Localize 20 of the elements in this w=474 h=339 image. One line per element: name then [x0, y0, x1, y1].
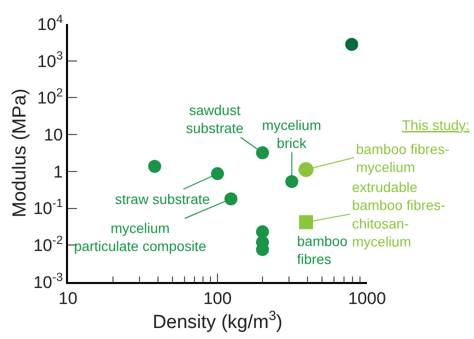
annotation: bamboo fibres — [297, 233, 348, 268]
y-tick-label: 10 — [44, 126, 63, 145]
x-tick-label: 1000 — [348, 289, 386, 308]
x-tick-label: 100 — [203, 289, 232, 308]
x-tick-label: 10 — [58, 289, 78, 308]
x-axis-title: Density (kg/m$^{3}$) — [152, 308, 282, 334]
annotation: mycelium particulate composite — [74, 220, 207, 254]
y-tick-label: 10$^{4}$ — [37, 12, 64, 34]
annotation: extrudable bamboo fibres- chitosan- mycelium — [352, 179, 446, 250]
y-tick-label: 10$^{3}$ — [37, 48, 64, 71]
annotation: sawdust substrate — [186, 102, 244, 136]
y-tick-label: 10$^{2}$ — [37, 86, 64, 108]
annotation: straw substrate — [115, 191, 210, 207]
text: This study: — [402, 117, 470, 133]
y-tick-label: 10$^{-2}$ — [33, 232, 64, 256]
y-tick-label: 10$^{-1}$ — [33, 196, 64, 218]
y-axis-title: Modulus (MPa) — [10, 88, 31, 218]
annotation: mycelium brick — [262, 117, 322, 152]
y-tick-label: 1 — [53, 162, 63, 182]
y-tick-label: 10$^{-3}$ — [33, 270, 64, 292]
